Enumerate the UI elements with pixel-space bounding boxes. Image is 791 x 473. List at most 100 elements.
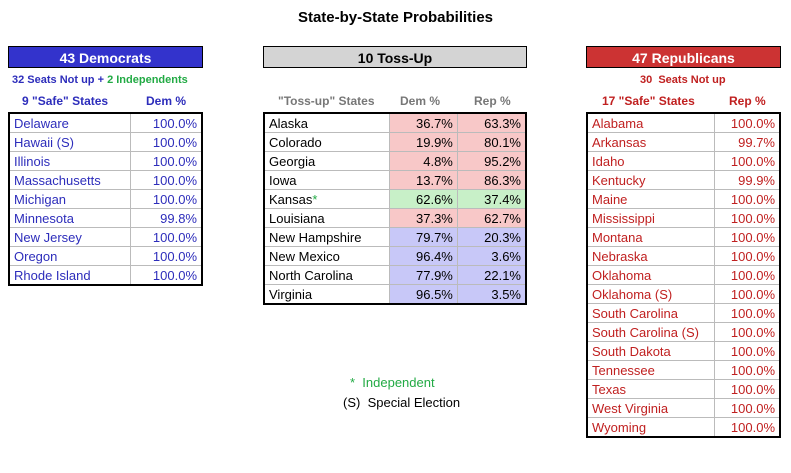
rep-row: Texas 100.0%	[586, 379, 781, 399]
dem-state: Oregon	[8, 246, 131, 266]
toss-col-state: "Toss-up" States	[278, 94, 375, 108]
rep-state: Arkansas	[586, 132, 715, 152]
independent-label: Independent	[362, 375, 435, 390]
rep-col-pct: Rep %	[729, 94, 766, 108]
toss-dem-pct: 37.3%	[389, 208, 458, 228]
rep-pct: 100.0%	[714, 417, 781, 438]
rep-row: West Virginia 100.0%	[586, 398, 781, 418]
toss-state-name: North Carolina	[269, 267, 353, 283]
rep-state: Alabama	[586, 112, 715, 133]
dem-state: Illinois	[8, 151, 131, 171]
special-label: Special Election	[367, 395, 461, 410]
toss-rep-pct: 37.4%	[456, 189, 527, 209]
rep-pct: 100.0%	[714, 303, 781, 323]
dem-state: Michigan	[8, 189, 131, 209]
toss-state: Alaska	[263, 112, 390, 133]
rep-state: South Carolina	[586, 303, 715, 323]
toss-state: Louisiana	[263, 208, 390, 228]
toss-col-rep: Rep %	[474, 94, 511, 108]
rep-pct: 100.0%	[714, 379, 781, 399]
rep-pct: 100.0%	[714, 341, 781, 361]
rep-row: Oklahoma 100.0%	[586, 265, 781, 285]
dem-pct: 100.0%	[130, 170, 203, 190]
rep-pct: 100.0%	[714, 360, 781, 380]
dem-state: Hawaii (S)	[8, 132, 131, 152]
rep-state: West Virginia	[586, 398, 715, 418]
rep-state: Oklahoma (S)	[586, 284, 715, 304]
rep-pct: 100.0%	[714, 284, 781, 304]
independent-star: *	[350, 375, 356, 390]
republicans-table: Alabama 100.0% Arkansas 99.7% Idaho 100.0% Ken…	[586, 112, 781, 438]
independent-mark: *	[312, 191, 318, 207]
rep-row: Idaho 100.0%	[586, 151, 781, 171]
rep-col-state: 17 "Safe" States	[602, 94, 695, 108]
dem-row: Delaware 100.0%	[8, 112, 203, 133]
democrats-table: Delaware 100.0% Hawaii (S) 100.0% Illinois 10…	[8, 112, 203, 286]
toss-state-name: Virginia	[269, 286, 313, 302]
rep-row: Mississippi 100.0%	[586, 208, 781, 228]
rep-state: South Dakota	[586, 341, 715, 361]
rep-row: Montana 100.0%	[586, 227, 781, 247]
rep-pct: 100.0%	[714, 227, 781, 247]
toss-state-name: Louisiana	[269, 210, 325, 226]
rep-row: Maine 100.0%	[586, 189, 781, 209]
rep-state: Oklahoma	[586, 265, 715, 285]
rep-row: South Carolina 100.0%	[586, 303, 781, 323]
rep-pct: 100.0%	[714, 208, 781, 228]
toss-dem-pct: 96.5%	[389, 284, 458, 305]
toss-state: Kansas*	[263, 189, 390, 209]
toss-row: New Hampshire 79.7% 20.3%	[263, 227, 527, 247]
dem-state: Massachusetts	[8, 170, 131, 190]
dem-independents: 2 Independents	[107, 74, 188, 86]
toss-row: Virginia 96.5% 3.5%	[263, 284, 527, 305]
toss-rep-pct: 20.3%	[456, 227, 527, 247]
toss-row: Colorado 19.9% 80.1%	[263, 132, 527, 152]
democrats-subtitle: 32 Seats Not up + 2 Independents	[12, 74, 188, 86]
tossup-header: 10 Toss-Up	[263, 46, 527, 68]
tossup-table: Alaska 36.7% 63.3% Colorado 19.9% 80.1% Georgi…	[263, 112, 527, 305]
rep-state: South Carolina (S)	[586, 322, 715, 342]
toss-rep-pct: 86.3%	[456, 170, 527, 190]
toss-state: Iowa	[263, 170, 390, 190]
rep-state: Texas	[586, 379, 715, 399]
rep-row: Tennessee 100.0%	[586, 360, 781, 380]
rep-pct: 100.0%	[714, 265, 781, 285]
legend-independent: * Independent	[350, 375, 435, 390]
toss-rep-pct: 3.5%	[456, 284, 527, 305]
rep-pct: 100.0%	[714, 398, 781, 418]
rep-row: Oklahoma (S) 100.0%	[586, 284, 781, 304]
toss-row: Louisiana 37.3% 62.7%	[263, 208, 527, 228]
toss-col-dem: Dem %	[400, 94, 441, 108]
toss-state-name: Colorado	[269, 134, 322, 150]
rep-state: Montana	[586, 227, 715, 247]
toss-state: Virginia	[263, 284, 390, 305]
toss-state-name: Iowa	[269, 172, 297, 188]
rep-state: Maine	[586, 189, 715, 209]
toss-state: Colorado	[263, 132, 390, 152]
dem-seats-not-up: 32 Seats Not up	[12, 74, 95, 86]
toss-rep-pct: 63.3%	[456, 112, 527, 133]
toss-rep-pct: 62.7%	[456, 208, 527, 228]
rep-row: South Dakota 100.0%	[586, 341, 781, 361]
dem-state: Minnesota	[8, 208, 131, 228]
dem-pct: 100.0%	[130, 246, 203, 266]
rep-pct: 100.0%	[714, 322, 781, 342]
toss-row: Georgia 4.8% 95.2%	[263, 151, 527, 171]
toss-row: Iowa 13.7% 86.3%	[263, 170, 527, 190]
toss-dem-pct: 79.7%	[389, 227, 458, 247]
dem-pct: 100.0%	[130, 112, 203, 133]
rep-pct: 99.9%	[714, 170, 781, 190]
dem-row: Massachusetts 100.0%	[8, 170, 203, 190]
dem-row: Rhode Island 100.0%	[8, 265, 203, 286]
toss-dem-pct: 62.6%	[389, 189, 458, 209]
rep-pct: 100.0%	[714, 112, 781, 133]
toss-rep-pct: 95.2%	[456, 151, 527, 171]
dem-state: Rhode Island	[8, 265, 131, 286]
rep-pct: 100.0%	[714, 151, 781, 171]
dem-row: Oregon 100.0%	[8, 246, 203, 266]
dem-pct: 100.0%	[130, 227, 203, 247]
dem-state: New Jersey	[8, 227, 131, 247]
toss-row: Kansas* 62.6% 37.4%	[263, 189, 527, 209]
rep-row: Alabama 100.0%	[586, 112, 781, 133]
dem-pct: 99.8%	[130, 208, 203, 228]
